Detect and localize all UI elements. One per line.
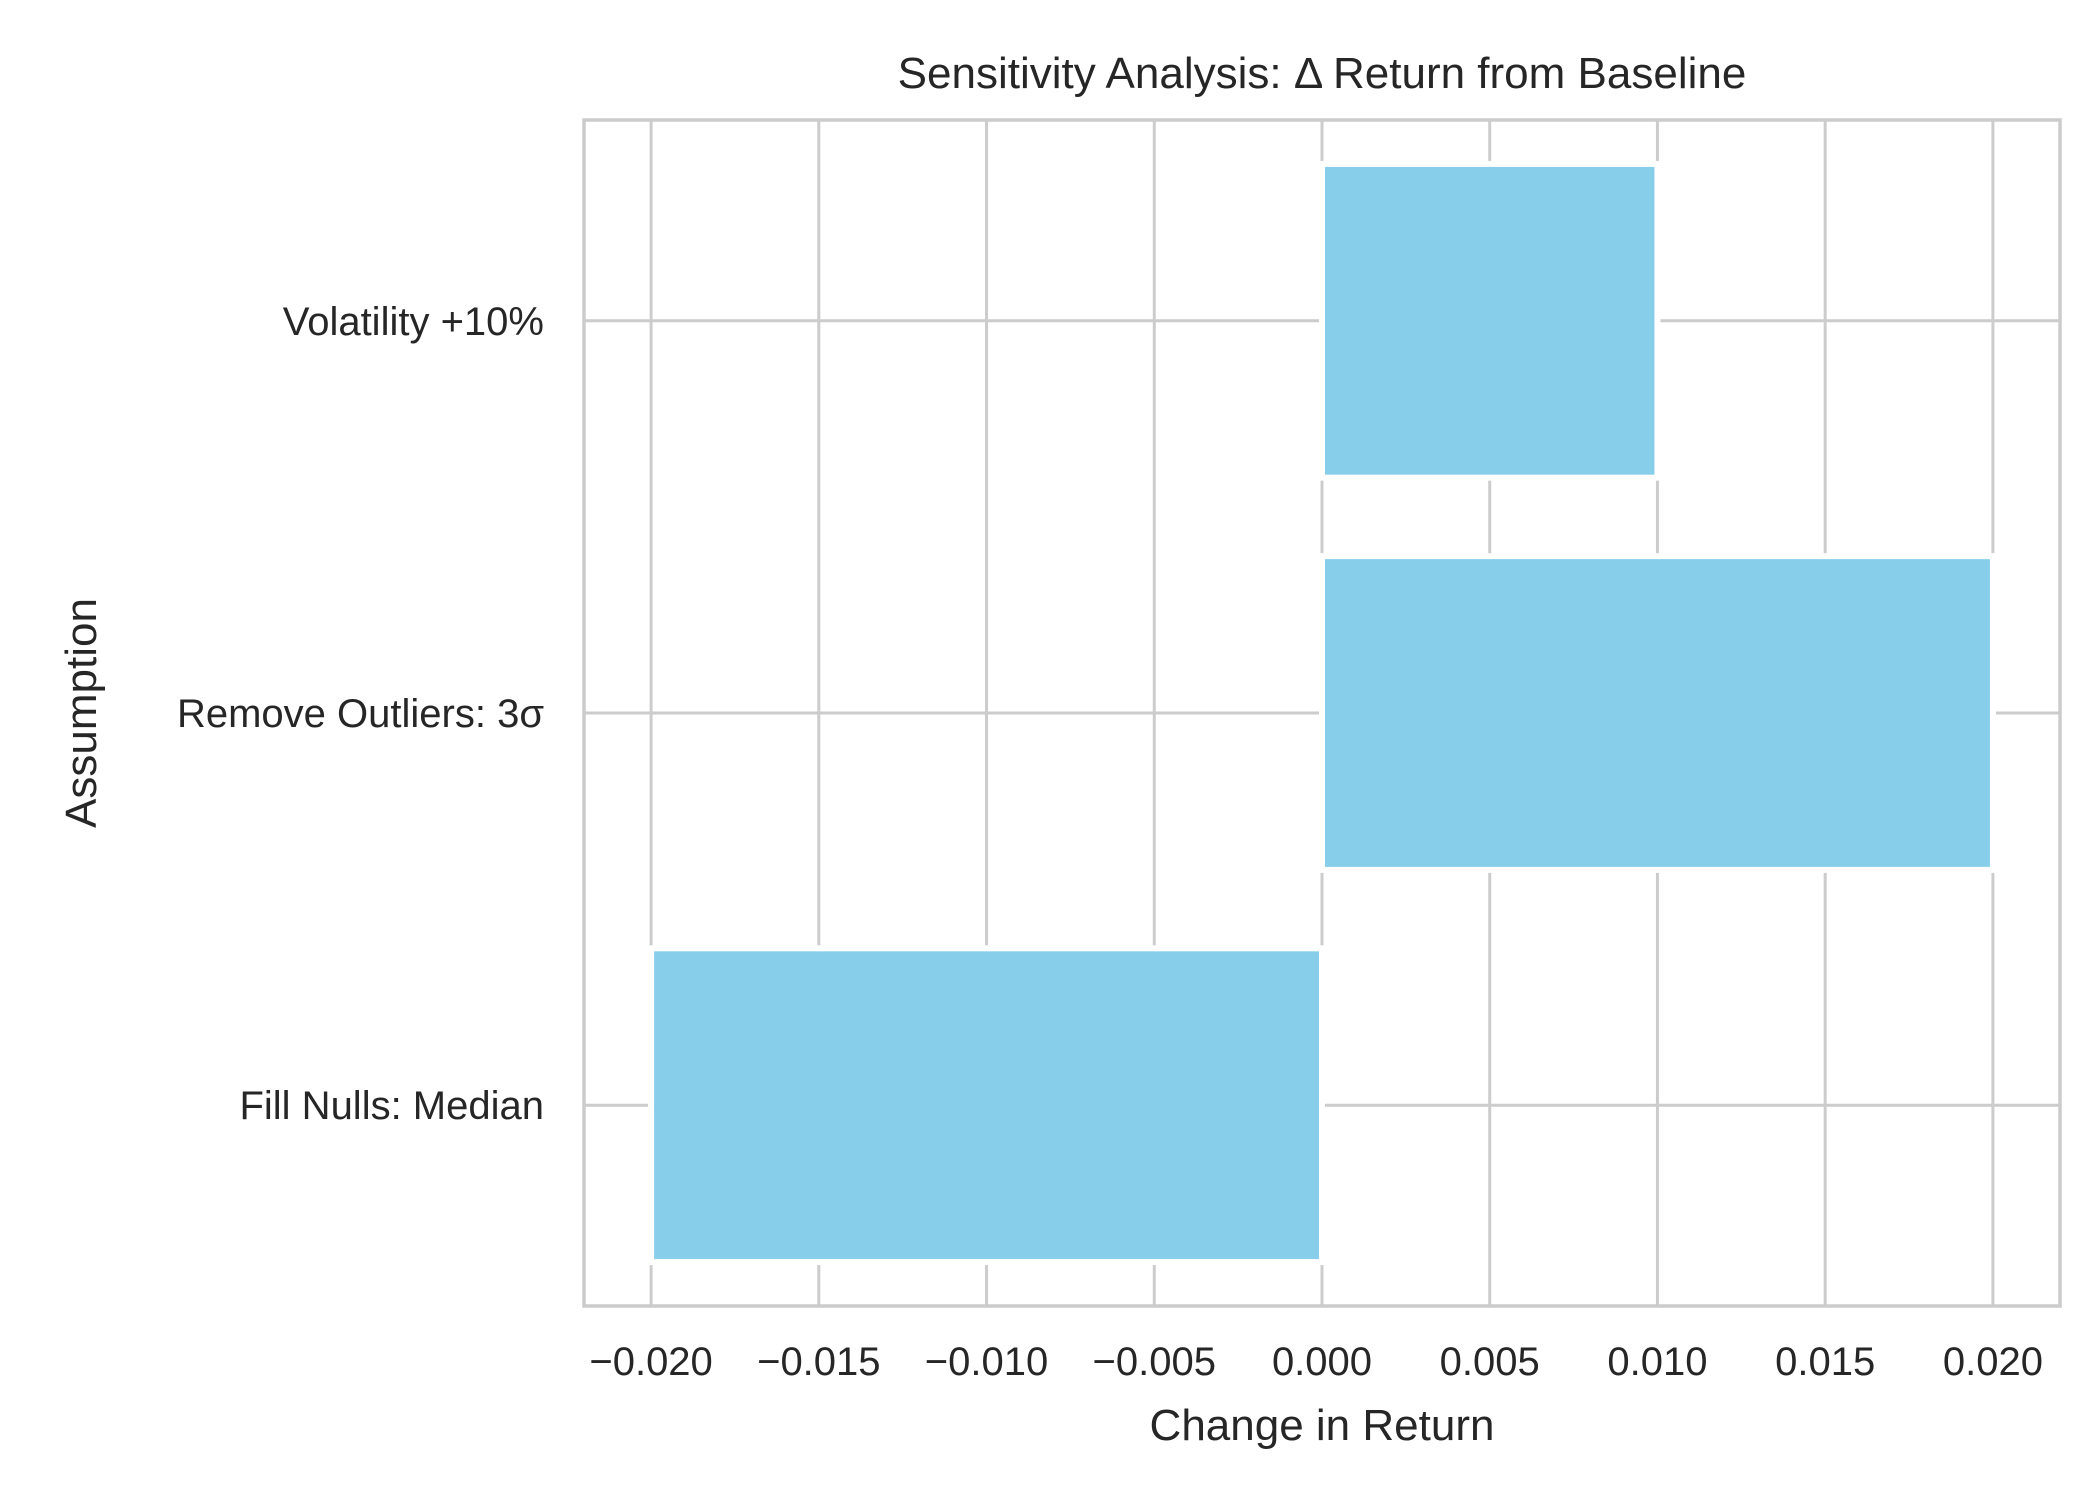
x-tick-label: 0.015 — [1775, 1340, 1875, 1384]
tick-layer: −0.020 −0.015 −0.010 −0.005 0.000 0.005 0.010 0… — [177, 300, 2043, 1384]
x-tick-label: −0.020 — [589, 1340, 712, 1384]
bar-layer — [648, 160, 1996, 1266]
x-tick-label: −0.010 — [925, 1340, 1048, 1384]
y-axis-label: Assumption — [57, 598, 106, 828]
x-axis-label: Change in Return — [1150, 1401, 1495, 1450]
x-tick-label: −0.015 — [757, 1340, 880, 1384]
bar — [648, 945, 1325, 1266]
x-tick-label: 0.000 — [1272, 1340, 1372, 1384]
x-tick-label: 0.010 — [1607, 1340, 1707, 1384]
chart-title: Sensitivity Analysis: Δ Return from Base… — [898, 49, 1747, 98]
x-tick-label: 0.005 — [1440, 1340, 1540, 1384]
x-tick-label: 0.020 — [1943, 1340, 2043, 1384]
y-tick-label: Volatility +10% — [283, 300, 544, 344]
plot-frame — [582, 118, 2062, 1308]
bar — [1319, 160, 1661, 481]
bar — [1319, 553, 1996, 873]
y-tick-label: Fill Nulls: Median — [239, 1084, 544, 1128]
y-tick-label: Remove Outliers: 3σ — [177, 692, 544, 736]
x-tick-label: −0.005 — [1093, 1340, 1216, 1384]
